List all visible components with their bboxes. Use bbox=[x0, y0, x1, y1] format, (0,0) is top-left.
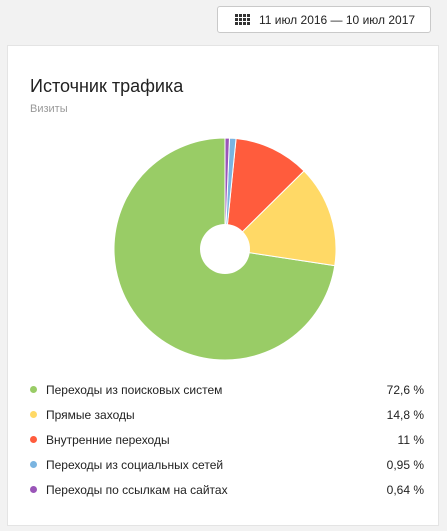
date-range-button[interactable]: 11 июл 2016 — 10 июл 2017 bbox=[217, 6, 431, 33]
legend-item[interactable]: Внутренние переходы 11 % bbox=[28, 427, 424, 452]
chart-legend: Переходы из поисковых систем 72,6 % Прямые… bbox=[28, 377, 424, 502]
pie-slice-5[interactable] bbox=[224, 138, 230, 250]
legend-item[interactable]: Прямые заходы 14,8 % bbox=[28, 402, 424, 427]
legend-item[interactable]: Переходы из социальных сетей 0,95 % bbox=[28, 452, 424, 477]
date-range-label: 11 июл 2016 — 10 июл 2017 bbox=[258, 12, 416, 27]
traffic-source-widget: Источник трафика Визиты Переходы из поис… bbox=[7, 45, 439, 526]
legend-value: 0,64 % bbox=[386, 482, 424, 497]
pie-slice-3[interactable] bbox=[224, 138, 305, 251]
legend-label: Внутренние переходы bbox=[46, 432, 170, 447]
traffic-source-pie-chart bbox=[114, 138, 336, 360]
legend-color-dot bbox=[30, 461, 37, 468]
legend-label: Прямые заходы bbox=[46, 407, 135, 422]
legend-color-dot bbox=[30, 386, 37, 393]
widget-subtitle: Визиты bbox=[30, 103, 68, 115]
legend-value: 72,6 % bbox=[386, 382, 424, 397]
legend-color-dot bbox=[30, 411, 37, 418]
legend-item[interactable]: Переходы по ссылкам на сайтах 0,64 % bbox=[28, 477, 424, 502]
legend-label: Переходы из социальных сетей bbox=[46, 457, 224, 472]
legend-value: 0,95 % bbox=[386, 457, 424, 472]
legend-value: 11 % bbox=[397, 432, 424, 447]
donut-hole bbox=[200, 224, 250, 274]
pie-slice-2[interactable] bbox=[223, 170, 336, 267]
widget-title: Источник трафика bbox=[30, 76, 184, 96]
legend-value: 14,8 % bbox=[386, 407, 424, 422]
legend-color-dot bbox=[30, 486, 37, 493]
calendar-icon bbox=[234, 14, 250, 25]
legend-label: Переходы по ссылкам на сайтах bbox=[46, 482, 228, 497]
legend-color-dot bbox=[30, 436, 37, 443]
legend-item[interactable]: Переходы из поисковых систем 72,6 % bbox=[28, 377, 424, 402]
legend-label: Переходы из поисковых систем bbox=[46, 382, 223, 397]
